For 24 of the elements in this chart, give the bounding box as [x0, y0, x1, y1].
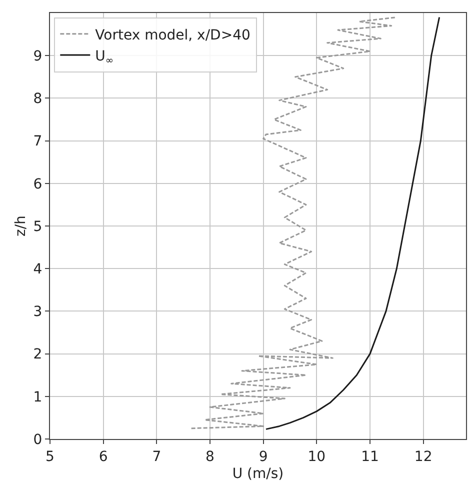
legend-label: U$_{∞}$ — [95, 48, 114, 66]
y-tick-label: 6 — [33, 176, 42, 192]
x-tick-label: 5 — [46, 448, 54, 465]
y-tick-label: 9 — [33, 48, 42, 64]
y-tick-label: 8 — [33, 91, 42, 108]
y-tick-label: 4 — [33, 262, 42, 278]
x-tick-label: 6 — [98, 448, 108, 465]
y-tick-label: 5 — [33, 218, 42, 235]
y-tick-label: 1 — [33, 389, 42, 406]
line-series — [190, 16, 398, 430]
x-tick-label: 11 — [361, 448, 379, 465]
line-series — [265, 16, 440, 430]
y-tick-label: 7 — [33, 134, 42, 150]
y-tick-label: 3 — [33, 304, 42, 320]
x-tick-label: 10 — [308, 448, 326, 465]
x-tick-label: 9 — [258, 448, 268, 465]
x-tick-label: 12 — [414, 448, 432, 465]
legend-label: Vortex model, x/D>40 — [95, 27, 250, 44]
y-tick-label: 0 — [33, 432, 42, 448]
x-tick-label: 7 — [152, 448, 162, 465]
y-tick-label: 2 — [33, 346, 42, 363]
x-tick-label: 8 — [206, 448, 214, 465]
x-axis-title: U (m/s) — [232, 466, 284, 482]
y-axis-title: z/h — [12, 216, 29, 236]
